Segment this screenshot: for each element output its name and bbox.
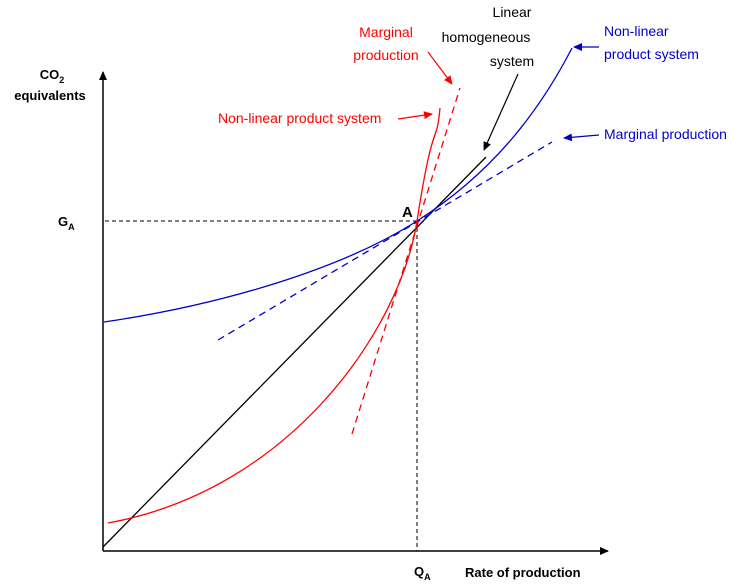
linear-label-line3: system: [490, 53, 534, 69]
x-axis-label: Rate of production: [465, 565, 581, 580]
linear-label-line1: Linear: [493, 4, 532, 20]
blue-nonlinear-label-line1: Non-linear: [604, 23, 669, 39]
red-marginal-label-line1: Marginal: [359, 24, 413, 40]
blue-marginal-pointer-arrow: [563, 133, 600, 142]
red-nonlinear-label: Non-linear product system: [218, 110, 381, 126]
red-marginal-label-line2: production: [353, 47, 418, 63]
blue-nonlinear-curve: [103, 47, 573, 323]
linear-label-line2: homogeneous: [442, 29, 531, 45]
blue-nonlinear-label-line2: product system: [604, 46, 699, 62]
linear-pointer-arrow: [483, 73, 519, 151]
linear-system-line: [102, 156, 487, 548]
red-nonlinear-curve: [107, 107, 441, 524]
red-nonlinear-pointer-arrow: [397, 111, 433, 120]
blue-marginal-label: Marginal production: [604, 126, 727, 142]
red-marginal-line: [351, 87, 461, 435]
point-a-label: A: [402, 204, 413, 221]
ga-tick-label: GA: [58, 214, 75, 232]
blue-marginal-line: [217, 141, 553, 341]
red-marginal-pointer-arrow: [427, 51, 453, 85]
y-axis-label: CO2: [40, 67, 65, 85]
qa-tick-label: QA: [414, 564, 431, 582]
y-axis-label-line2: equivalents: [14, 88, 86, 103]
